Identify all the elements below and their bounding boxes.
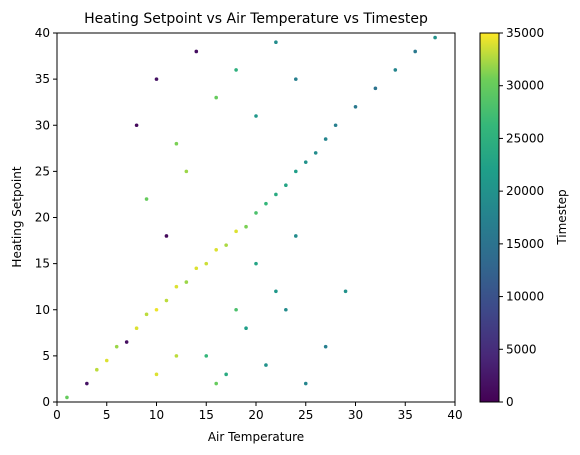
scatter-point (174, 284, 179, 289)
scatter-point (294, 169, 298, 174)
scatter-points (65, 35, 437, 400)
scatter-point (234, 68, 238, 72)
scatter-point (234, 229, 238, 234)
scatter-point (254, 114, 258, 118)
colorbar-tick-label: 25000 (506, 131, 544, 145)
scatter-point (174, 141, 179, 146)
colorbar-label: Timestep (555, 189, 569, 245)
scatter-point (254, 211, 258, 215)
scatter-point (164, 298, 169, 303)
x-tick-label: 35 (398, 408, 413, 422)
scatter-point (174, 354, 179, 358)
scatter-point (214, 247, 218, 252)
scatter-point (274, 192, 278, 197)
x-tick-label: 25 (298, 408, 313, 422)
y-tick-label: 20 (35, 211, 50, 225)
scatter-point (214, 381, 218, 386)
scatter-point (194, 49, 199, 54)
scatter-point (144, 312, 149, 317)
scatter-point (104, 358, 109, 363)
y-tick-label: 5 (42, 349, 50, 363)
y-tick-label: 10 (35, 303, 50, 317)
scatter-point (214, 95, 218, 100)
y-tick-label: 15 (35, 257, 50, 271)
colorbar-tick-label: 15000 (506, 237, 544, 251)
x-tick-label: 20 (248, 408, 263, 422)
colorbar-tick-label: 5000 (506, 342, 537, 356)
colorbar-tick-label: 10000 (506, 290, 544, 304)
scatter-point (224, 372, 228, 377)
scatter-point (194, 266, 199, 271)
scatter-point (343, 289, 348, 294)
scatter-point (154, 77, 159, 81)
scatter-point (124, 340, 129, 344)
scatter-point (303, 160, 308, 164)
scatter-point (154, 307, 159, 312)
scatter-point (294, 77, 298, 81)
scatter-point (184, 280, 189, 284)
x-tick-label: 40 (447, 408, 462, 422)
scatter-point (323, 344, 328, 349)
scatter-point (204, 261, 209, 266)
y-axis-label: Heating Setpoint (10, 166, 24, 267)
colorbar-tick-label: 20000 (506, 184, 544, 198)
scatter-point (433, 35, 437, 40)
scatter-point (95, 367, 99, 372)
y-tick-label: 25 (35, 164, 50, 178)
x-axis-ticks: 0 5 10 15 20 25 30 35 40 (53, 402, 463, 422)
scatter-point (244, 326, 248, 331)
x-tick-label: 15 (199, 408, 214, 422)
x-tick-label: 10 (149, 408, 164, 422)
x-tick-label: 30 (348, 408, 363, 422)
scatter-point (154, 372, 159, 377)
scatter-point (244, 224, 248, 229)
scatter-point (313, 151, 318, 155)
colorbar-tick-label: 0 (506, 395, 514, 409)
scatter-point (114, 344, 119, 349)
scatter-point (393, 68, 398, 72)
scatter-point (323, 137, 328, 141)
scatter-point (294, 234, 298, 238)
scatter-point (134, 326, 139, 331)
y-tick-label: 35 (35, 72, 50, 86)
scatter-point (85, 381, 89, 386)
scatter-point (134, 123, 139, 128)
colorbar-tick-label: 30000 (506, 79, 544, 93)
y-axis-ticks: 0 5 10 15 20 25 30 35 40 (35, 26, 57, 409)
y-tick-label: 40 (35, 26, 50, 40)
scatter-point (274, 40, 278, 45)
scatter-point (184, 169, 189, 174)
scatter-point (254, 261, 258, 266)
scatter-point (224, 243, 228, 247)
scatter-point (144, 197, 149, 201)
colorbar-tick-label: 35000 (506, 26, 544, 40)
x-axis-label: Air Temperature (208, 430, 304, 444)
x-tick-label: 5 (103, 408, 111, 422)
scatter-point (413, 49, 418, 54)
scatter-point (65, 395, 69, 400)
chart-title: Heating Setpoint vs Air Temperature vs T… (84, 11, 428, 27)
x-tick-label: 0 (53, 408, 61, 422)
y-tick-label: 30 (35, 118, 50, 132)
scatter-point (373, 86, 378, 91)
scatter-point (274, 289, 278, 294)
colorbar (479, 32, 500, 403)
scatter-point (284, 307, 288, 312)
scatter-point (204, 354, 209, 358)
scatter-point (234, 307, 238, 312)
scatter-point (264, 201, 268, 206)
colorbar-ticks: 0 5000 10000 15000 20000 25000 30000 35000 (499, 26, 544, 409)
scatter-point (164, 234, 169, 238)
scatter-point (284, 183, 288, 188)
scatter-point (303, 381, 308, 386)
y-tick-label: 0 (42, 395, 50, 409)
scatter-point (264, 363, 268, 367)
scatter-point (333, 123, 338, 128)
scatter-point (353, 105, 358, 109)
